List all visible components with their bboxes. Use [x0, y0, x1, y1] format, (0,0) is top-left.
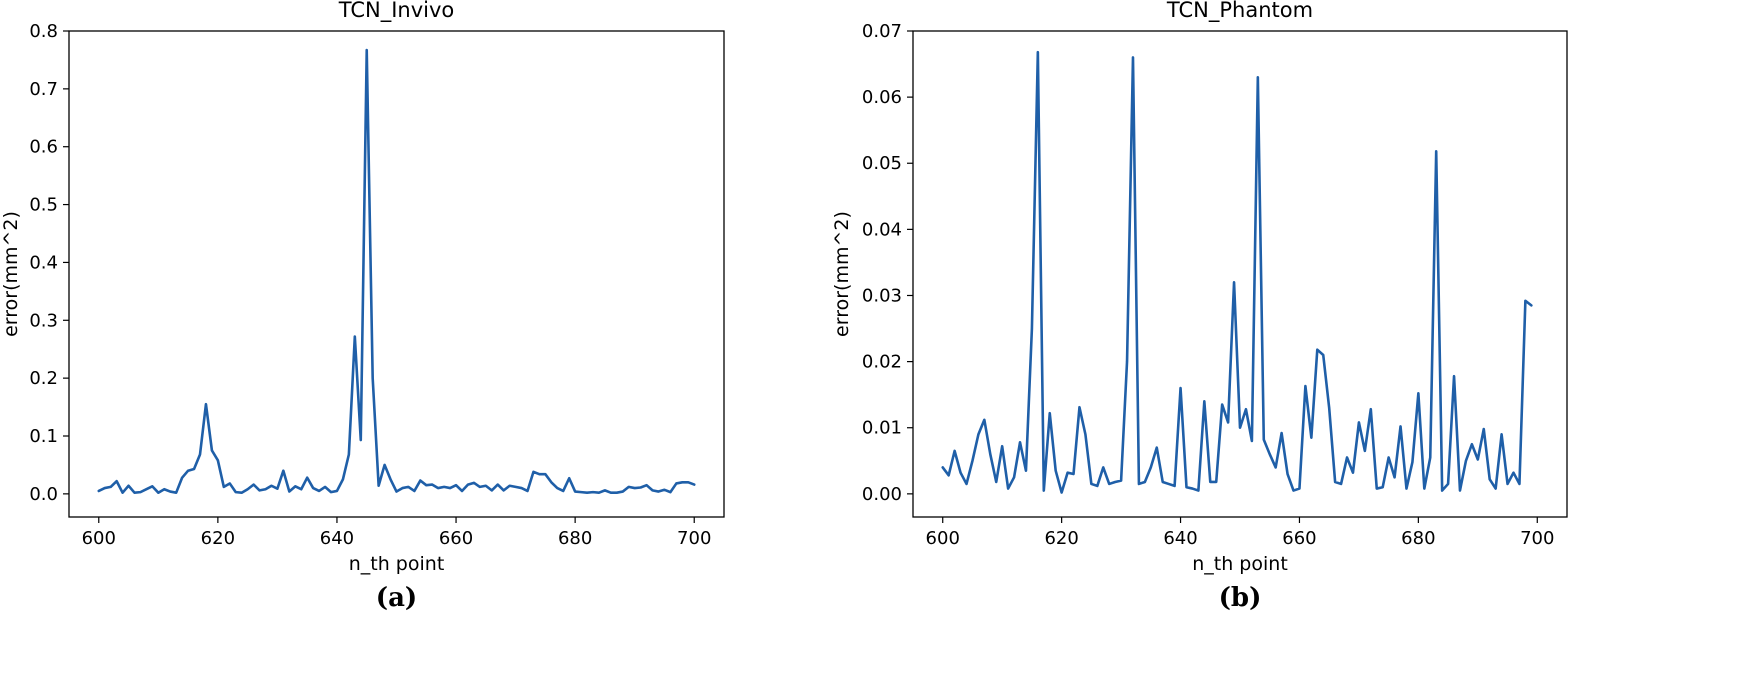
y-tick-label: 0.00 — [862, 484, 902, 505]
x-tick-label: 680 — [558, 528, 592, 549]
y-axis-label: error(mm^2) — [831, 211, 853, 337]
x-tick-label: 700 — [677, 528, 711, 549]
y-tick-label: 0.0 — [29, 484, 58, 505]
y-tick-label: 0.01 — [862, 418, 902, 439]
x-axis-label: n_th point — [349, 553, 445, 575]
series-line — [97, 48, 696, 495]
x-tick-label: 620 — [201, 528, 235, 549]
y-tick-label: 0.1 — [29, 426, 58, 447]
x-tick-label: 640 — [1163, 528, 1197, 549]
y-tick-label: 0.07 — [862, 21, 902, 42]
x-tick-label: 660 — [439, 528, 473, 549]
y-tick-label: 0.03 — [862, 285, 902, 306]
chart-title: TCN_Invivo — [338, 0, 455, 23]
y-tick-label: 0.04 — [862, 219, 902, 240]
y-axis-label: error(mm^2) — [0, 211, 22, 337]
y-tick-label: 0.3 — [29, 310, 58, 331]
x-tick-label: 640 — [320, 528, 354, 549]
y-tick-label: 0.02 — [862, 352, 902, 373]
panel-label: (b) — [1219, 583, 1262, 613]
x-axis-label: n_th point — [1192, 553, 1288, 575]
y-tick-label: 0.7 — [29, 79, 58, 100]
y-tick-label: 0.6 — [29, 137, 58, 158]
panel-label: (a) — [376, 583, 417, 613]
series-line — [941, 50, 1533, 494]
y-tick-label: 0.06 — [862, 87, 902, 108]
y-tick-label: 0.8 — [29, 21, 58, 42]
y-tick-label: 0.2 — [29, 368, 58, 389]
plot-frame — [912, 30, 1568, 518]
x-tick-label: 600 — [82, 528, 116, 549]
x-tick-label: 620 — [1044, 528, 1078, 549]
y-tick-label: 0.5 — [29, 195, 58, 216]
x-tick-label: 680 — [1401, 528, 1435, 549]
chart-panel-invivo: 600 620 640 660 680 700 0.0 0.1 0.2 0.3 0.4 0.5 0.6 0… — [0, 0, 725, 613]
x-tick-label: 660 — [1282, 528, 1316, 549]
y-tick-label: 0.4 — [29, 252, 58, 273]
x-tick-label: 700 — [1520, 528, 1554, 549]
plot-frame — [68, 30, 725, 518]
y-tick-label: 0.05 — [862, 153, 902, 174]
x-tick-label: 600 — [926, 528, 960, 549]
chart-panel-phantom: 600 620 640 660 680 700 0.00 0.01 0.02 0.03 0.04 0.… — [831, 0, 1568, 613]
chart-title: TCN_Phantom — [1166, 0, 1313, 23]
